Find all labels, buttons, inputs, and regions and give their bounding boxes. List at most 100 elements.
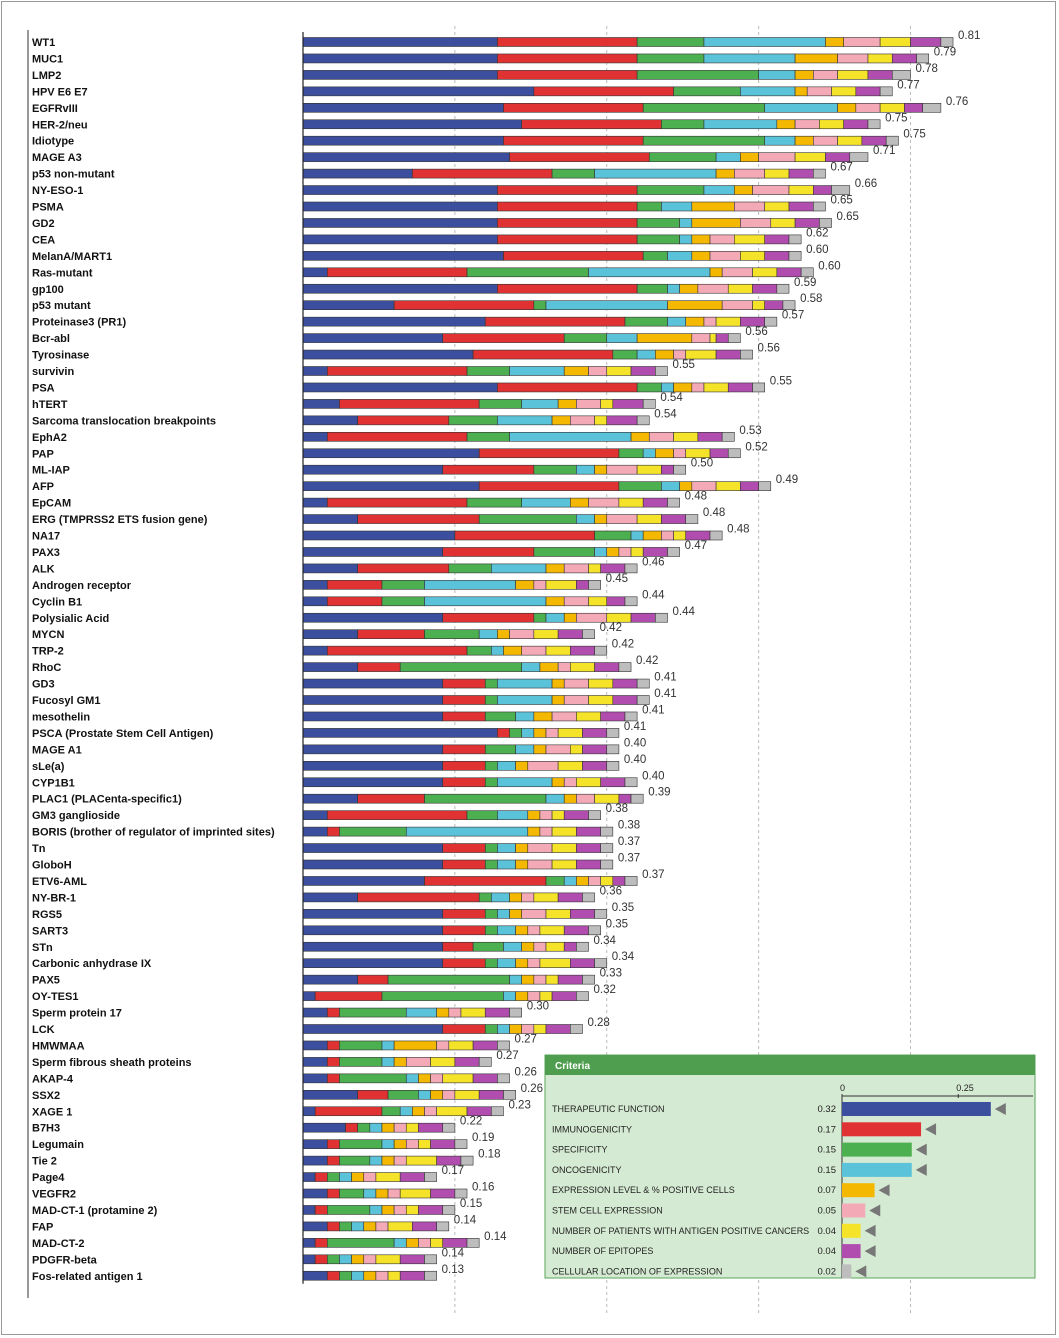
bar-row: MYCN 0.42 xyxy=(32,622,622,641)
bar-segment xyxy=(630,547,644,557)
bar-segment xyxy=(302,909,444,919)
bar-label: STn xyxy=(32,942,53,954)
bar-segment xyxy=(576,777,601,788)
bar-segment xyxy=(326,1057,340,1067)
bar-segment xyxy=(466,1106,492,1117)
bar-segment xyxy=(557,728,583,738)
bar-row: sLe(a) 0.40 xyxy=(32,754,646,773)
bar-segment xyxy=(533,547,595,557)
bar-segment xyxy=(393,300,535,311)
bar-segment xyxy=(381,596,425,607)
bar-segment xyxy=(302,645,328,656)
bar-segment xyxy=(691,481,717,491)
bar-value-label: 0.40 xyxy=(642,770,664,782)
bar-segment xyxy=(326,366,468,376)
bar-segment xyxy=(764,135,796,146)
bar-label: MUC1 xyxy=(32,53,63,65)
bar-value-label: 0.42 xyxy=(600,622,622,634)
bar-segment xyxy=(715,481,741,491)
bar-value-label: 0.81 xyxy=(958,30,980,42)
bar-segment xyxy=(594,958,608,969)
bar-segment xyxy=(612,678,638,689)
bar-segment xyxy=(655,366,668,376)
bar-segment xyxy=(527,991,541,1001)
bar-segment xyxy=(691,234,711,245)
bar-segment xyxy=(497,415,553,426)
bar-segment xyxy=(363,1270,377,1281)
bar-segment xyxy=(302,1040,328,1051)
bar-segment xyxy=(788,234,802,245)
bar-row: Sperm fibrous sheath proteins 0.27 xyxy=(32,1050,519,1069)
bar-segment xyxy=(642,547,668,557)
bar-segment xyxy=(703,316,717,327)
bar-segment xyxy=(533,629,559,640)
bar-segment xyxy=(302,300,395,311)
bar-label: Page4 xyxy=(32,1172,65,1184)
bar-segment xyxy=(940,37,954,47)
bar-segment xyxy=(412,1221,437,1232)
bar-segment xyxy=(393,1057,407,1067)
bar-segment xyxy=(667,251,693,261)
bar-segment xyxy=(545,909,571,919)
bar-value-label: 0.48 xyxy=(685,491,707,503)
bar-segment xyxy=(576,399,601,409)
bar-segment xyxy=(545,974,559,985)
bar-row: Cyclin B1 0.44 xyxy=(32,589,665,608)
bar-label: gp100 xyxy=(32,284,64,296)
bar-segment xyxy=(594,514,608,524)
bar-segment xyxy=(515,580,535,590)
criteria-label: IMMUNOGENICITY xyxy=(552,1124,632,1134)
bar-segment xyxy=(819,119,844,130)
bar-segment xyxy=(642,103,766,113)
bar-segment xyxy=(697,431,723,442)
criteria-label: NUMBER OF EPITOPES xyxy=(552,1246,653,1256)
bar-value-label: 0.41 xyxy=(642,704,664,716)
bar-segment xyxy=(715,316,741,327)
criteria-slider-arrow-icon xyxy=(864,1245,876,1258)
bar-segment xyxy=(497,1024,510,1034)
bar-segment xyxy=(588,580,601,590)
bar-segment xyxy=(357,892,480,903)
bar-row: OY-TES1 0.32 xyxy=(32,984,616,1003)
bar-segment xyxy=(302,777,444,788)
bar-segment xyxy=(381,1122,395,1133)
bar-segment xyxy=(302,119,522,130)
bar-segment xyxy=(867,53,893,64)
bar-label: GD2 xyxy=(32,218,55,230)
bar-label: p53 non-mutant xyxy=(32,169,115,181)
bar-segment xyxy=(545,612,565,623)
bar-row: AKAP-4 0.26 xyxy=(32,1066,537,1085)
bar-segment xyxy=(636,201,662,212)
bar-value-label: 0.45 xyxy=(606,573,628,585)
bar-segment xyxy=(551,711,577,722)
bar-segment xyxy=(472,941,504,952)
bar-segment xyxy=(460,1007,486,1018)
criteria-weight: 0.17 xyxy=(818,1124,837,1135)
criteria-weight: 0.04 xyxy=(818,1246,837,1257)
bar-segment xyxy=(606,464,638,475)
bar-segment xyxy=(533,728,547,738)
bar-row: Page4 0.17 xyxy=(32,1165,464,1184)
bar-segment xyxy=(339,1057,383,1067)
criteria-row: CELLULAR LOCATION OF EXPRESSION 0.02 xyxy=(552,1264,867,1279)
bar-segment xyxy=(837,70,869,80)
bar-row: EpCAM 0.48 xyxy=(32,491,707,510)
bar-segment xyxy=(497,218,638,228)
bar-segment xyxy=(302,1057,328,1067)
bar-row: MAD-CT-2 0.14 xyxy=(32,1231,507,1250)
bar-segment xyxy=(576,843,601,853)
bar-row: hTERT 0.54 xyxy=(32,392,683,411)
bar-label: FAP xyxy=(32,1221,53,1233)
bar-value-label: 0.34 xyxy=(594,935,617,947)
bar-segment xyxy=(484,1024,498,1034)
bar-segment xyxy=(582,629,595,640)
bar-segment xyxy=(764,316,778,327)
bar-segment xyxy=(302,826,328,837)
bar-row: B7H3 0.22 xyxy=(32,1116,482,1135)
bar-segment xyxy=(661,514,687,524)
bar-label: Fucosyl GM1 xyxy=(32,695,100,707)
bar-segment xyxy=(527,958,541,969)
bar-segment xyxy=(691,251,711,261)
bar-segment xyxy=(302,1238,316,1248)
bar-segment xyxy=(314,1172,328,1182)
